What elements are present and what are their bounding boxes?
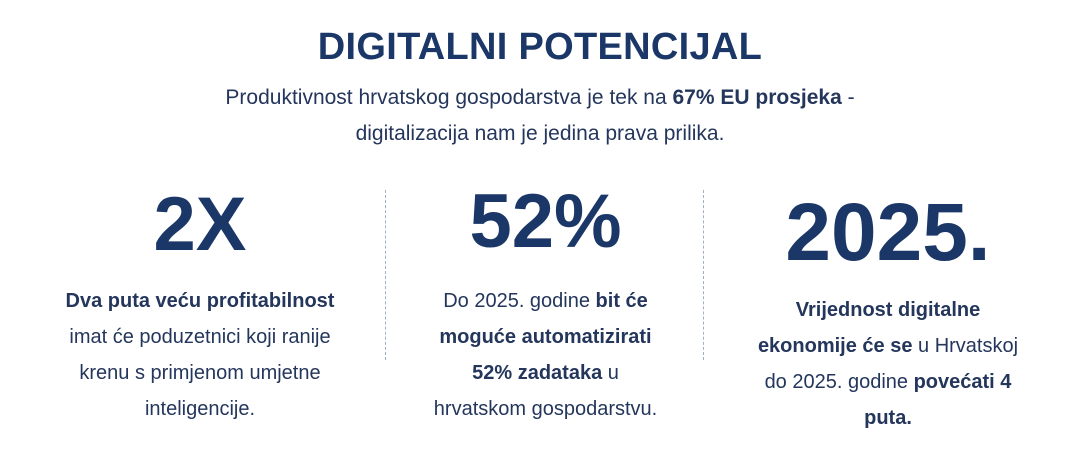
desc-line: Vrijednost digitalne [710, 292, 1066, 328]
desc-line: moguće automatizirati [388, 319, 703, 355]
subtitle-text: Produktivnost hrvatskog gospodarstva je … [225, 86, 673, 109]
stat-column-profitability: 2X Dva puta veću profitabilnost imat će … [20, 170, 380, 421]
stat-description: Vrijednost digitalne ekonomije će se u H… [710, 292, 1066, 436]
stat-value: 2025. [785, 187, 991, 278]
stat-description: Dva puta veću profitabilnost imat će pod… [20, 283, 380, 427]
desc-bold: Vrijednost digitalne [795, 299, 981, 321]
desc-bold: Dva puta veću profitabilnost [65, 290, 335, 312]
desc-text: u [602, 362, 619, 384]
desc-bold: 52% zadataka [472, 362, 603, 384]
stat-value: 2X [153, 182, 247, 267]
desc-bold: bit će [595, 290, 648, 312]
desc-bold: povećati 4 [913, 371, 1012, 393]
subtitle-highlight: 67% EU prosjeka [672, 86, 842, 109]
desc-line: hrvatskom gospodarstvu. [433, 398, 658, 420]
desc-line: do 2025. godine povećati 4 [710, 364, 1066, 400]
desc-bold: ekonomije će se [757, 335, 913, 357]
page-subtitle: Produktivnost hrvatskog gospodarstva je … [140, 80, 940, 152]
desc-bold: moguće automatizirati [439, 326, 652, 348]
stat-column-automation: 52% Do 2025. godine bit će moguće automa… [388, 170, 703, 421]
subtitle-line-2: digitalizacija nam je jedina prava prili… [355, 122, 725, 145]
column-divider [703, 190, 704, 360]
desc-text: Do 2025. godine [443, 290, 596, 312]
desc-line: ekonomije će se u Hrvatskoj [710, 328, 1066, 364]
desc-line: Dva puta veću profitabilnost [20, 283, 380, 319]
desc-line: krenu s primjenom umjetne [79, 362, 321, 384]
stat-value: 52% [469, 179, 622, 264]
desc-line: 52% zadataka u [388, 355, 703, 391]
desc-line: inteligencije. [144, 398, 256, 420]
page-title: DIGITALNI POTENCIJAL [317, 26, 763, 68]
desc-text: u Hrvatskoj [912, 335, 1019, 357]
desc-line: Do 2025. godine bit će [388, 283, 703, 319]
desc-bold: puta. [864, 407, 912, 429]
subtitle-dash: - [841, 86, 855, 109]
desc-text: do 2025. godine [764, 371, 914, 393]
stat-description: Do 2025. godine bit će moguće automatizi… [388, 283, 703, 427]
stat-column-digital-economy: 2025. Vrijednost digitalne ekonomije će … [710, 170, 1066, 430]
column-divider [385, 190, 386, 360]
desc-line: imat će poduzetnici koji ranije [69, 326, 331, 348]
subtitle-line-1: Produktivnost hrvatskog gospodarstva je … [140, 80, 940, 116]
desc-line: puta. [710, 400, 1066, 436]
